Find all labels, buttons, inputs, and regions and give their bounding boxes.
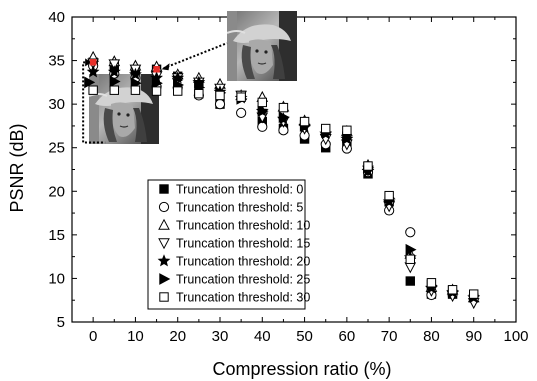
x-tick-label: 70 [381,328,398,345]
data-point [173,86,183,96]
inset-image-compressed-15 [227,11,297,81]
data-point [404,262,417,274]
data-point [321,123,331,134]
connector-arrow-0 [85,58,92,67]
x-tick-label: 50 [296,328,313,345]
data-point [447,285,458,295]
legend-label: Truncation threshold: 15 [176,237,310,251]
legend-marker [159,273,171,285]
y-tick-label: 35 [48,53,65,70]
legend-marker [157,254,171,267]
legend-box [147,179,306,310]
connector-line-15 [163,42,228,70]
data-point [171,71,185,84]
data-point [236,107,247,118]
x-tick-label: 10 [127,328,144,345]
x-tick-label: 0 [89,328,97,345]
highlighted-point [153,66,160,73]
connector-arrow-15 [161,63,170,71]
data-point [107,65,121,78]
data-point [257,97,267,108]
y-tick-label: 30 [48,96,65,113]
x-axis-label: Compression ratio (%) [212,359,391,379]
y-tick-label: 5 [57,314,65,331]
legend-marker [158,218,170,230]
y-tick-label: 40 [48,9,65,26]
data-point [299,116,310,127]
data-point [257,105,269,117]
data-point [278,102,289,113]
legend-marker [159,184,169,194]
legend-label: Truncation threshold: 30 [176,291,310,305]
data-point [405,254,415,264]
legend-label: Truncation threshold: 20 [176,255,310,269]
data-point [109,75,121,88]
legend-marker [158,201,170,213]
data-point [384,190,394,201]
legend-label: Truncation threshold: 25 [176,273,310,287]
data-point [86,65,100,78]
x-tick-label: 20 [169,328,186,345]
data-point [469,289,479,299]
connector-line-0 [82,61,106,144]
data-point [405,227,416,238]
y-tick-label: 10 [48,270,65,287]
data-point [405,276,415,286]
legend-label: Truncation threshold: 10 [176,219,310,233]
x-tick-label: 90 [465,328,482,345]
legend-label: Truncation threshold: 5 [176,201,303,215]
x-tick-label: 80 [423,328,440,345]
data-point [129,67,142,80]
data-point [426,278,437,288]
highlighted-point [89,59,97,66]
data-point [151,77,163,90]
data-point [278,111,290,124]
x-tick-label: 100 [503,328,528,345]
y-axis-label: PSNR (dB) [7,123,27,212]
x-tick-label: 30 [212,328,229,345]
y-tick-label: 25 [48,140,65,157]
y-tick-label: 15 [48,227,65,244]
data-point [109,85,119,95]
legend-marker [158,238,170,250]
x-tick-label: 60 [339,328,356,345]
data-point [236,92,246,102]
data-point [215,90,225,101]
data-point [342,125,352,135]
y-tick-label: 20 [48,183,65,200]
data-point [257,121,268,132]
data-point [88,85,98,95]
data-point [84,76,96,89]
data-point [194,88,204,99]
inset-image-compressed-0 [89,74,159,144]
legend-marker [159,292,169,302]
data-point [214,99,226,110]
legend-label: Truncation threshold: 0 [176,183,303,197]
x-tick-label: 40 [254,328,271,345]
data-point [130,85,141,95]
data-point [151,86,162,96]
data-point [363,161,373,171]
data-point [108,59,121,71]
data-point [405,243,417,256]
series-7 [88,85,479,299]
